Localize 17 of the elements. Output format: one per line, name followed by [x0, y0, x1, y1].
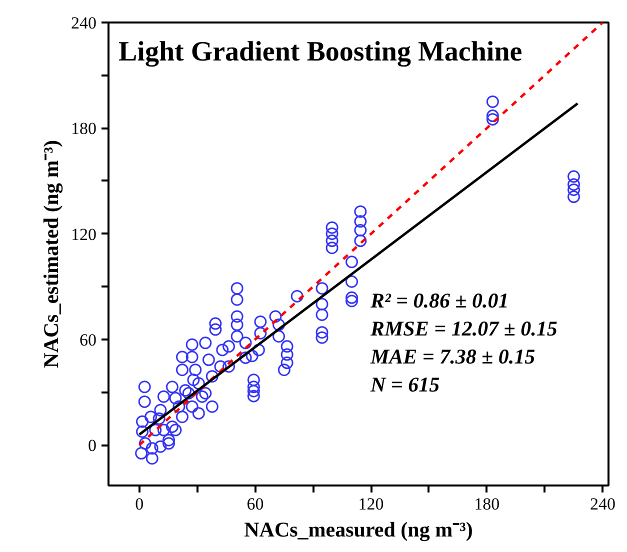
y-tick-label: 180: [71, 119, 96, 138]
annotation: RMSE = 12.07 ± 0.15: [370, 316, 558, 340]
x-tick-label: 0: [135, 494, 144, 514]
y-axis-title: NACs_estimated (ng m⁻³): [39, 140, 63, 368]
y-tick-label: 60: [80, 330, 96, 350]
x-tick-label: 180: [474, 494, 500, 514]
annotation: MAE = 7.38 ± 0.15: [370, 344, 536, 368]
x-tick-label: 240: [590, 494, 616, 514]
text: Light Gradient Boosting Machine: [118, 36, 522, 68]
y-tick-label: 240: [71, 14, 96, 32]
y-tick-label: 120: [71, 224, 96, 244]
annotation: R² = 0.86 ± 0.01: [370, 288, 509, 312]
x-tick-label: 120: [358, 494, 384, 514]
annotation: N = 615: [370, 372, 440, 396]
y-tick-label: 0: [88, 436, 96, 456]
x-axis-title: NACs_measured (ng m⁻³): [244, 518, 473, 542]
x-tick-label: 60: [246, 494, 264, 514]
